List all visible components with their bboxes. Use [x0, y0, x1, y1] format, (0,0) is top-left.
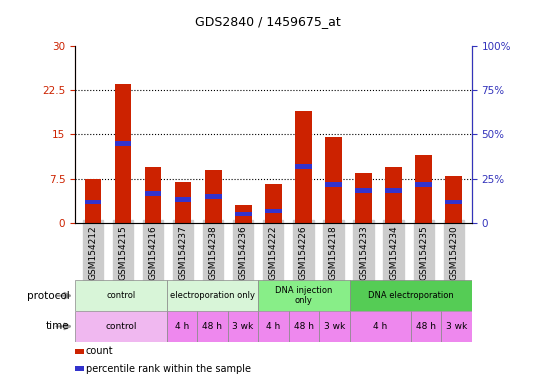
Bar [385, 167, 402, 223]
Bar [258, 311, 288, 342]
Bar [355, 173, 372, 223]
Text: control: control [105, 322, 137, 331]
Text: 48 h: 48 h [416, 322, 436, 331]
Bar [441, 311, 472, 342]
Bar [349, 311, 411, 342]
Text: 48 h: 48 h [202, 322, 222, 331]
Text: 3 wk: 3 wk [324, 322, 345, 331]
Text: time: time [46, 321, 70, 331]
Text: control: control [106, 291, 136, 300]
Bar [167, 280, 258, 311]
Text: protocol: protocol [27, 291, 70, 301]
Bar [385, 188, 402, 193]
Bar [288, 311, 319, 342]
Bar [205, 170, 221, 223]
Bar [445, 175, 462, 223]
Bar [265, 209, 281, 213]
Bar [265, 184, 281, 223]
Bar [445, 200, 462, 204]
Bar [75, 280, 167, 311]
Text: electroporation only: electroporation only [170, 291, 255, 300]
Text: 4 h: 4 h [373, 322, 388, 331]
Bar [228, 311, 258, 342]
Text: percentile rank within the sample: percentile rank within the sample [86, 364, 251, 374]
Text: count: count [86, 346, 114, 356]
Bar [175, 197, 191, 202]
Bar [295, 164, 311, 169]
Bar [75, 311, 167, 342]
Text: GDS2840 / 1459675_at: GDS2840 / 1459675_at [195, 15, 341, 28]
Bar [355, 188, 372, 193]
Bar [115, 141, 131, 146]
Text: DNA electroporation: DNA electroporation [368, 291, 453, 300]
Bar [235, 205, 251, 223]
Bar [349, 280, 472, 311]
Bar [415, 155, 432, 223]
Text: 3 wk: 3 wk [232, 322, 254, 331]
Bar [258, 280, 349, 311]
Bar [205, 194, 221, 199]
Text: 4 h: 4 h [175, 322, 189, 331]
Text: 48 h: 48 h [294, 322, 314, 331]
Bar [85, 179, 101, 223]
Bar [197, 311, 228, 342]
Bar [235, 212, 251, 216]
Bar [115, 84, 131, 223]
Bar [411, 311, 441, 342]
Bar [325, 182, 342, 187]
Bar [145, 191, 161, 195]
Bar [167, 311, 197, 342]
Bar [325, 137, 342, 223]
Bar [85, 200, 101, 204]
Bar [145, 167, 161, 223]
Text: DNA injection
only: DNA injection only [275, 286, 332, 305]
Text: 4 h: 4 h [266, 322, 280, 331]
Bar [175, 182, 191, 223]
Bar [295, 111, 311, 223]
Bar [415, 182, 432, 187]
Text: 3 wk: 3 wk [446, 322, 467, 331]
Bar [319, 311, 349, 342]
